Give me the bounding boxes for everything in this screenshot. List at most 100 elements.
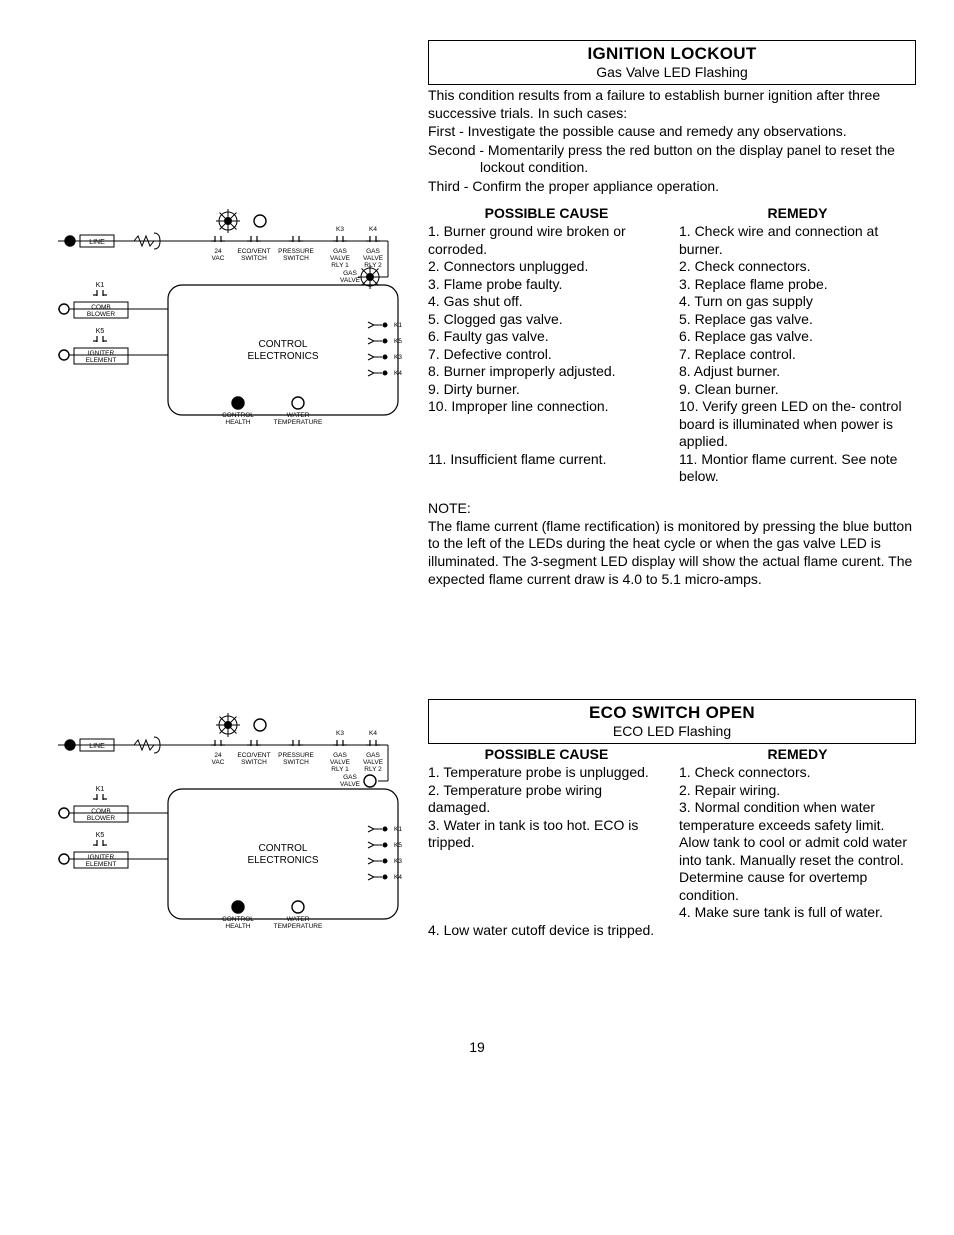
svg-text:24: 24 bbox=[214, 248, 222, 255]
svg-text:VALVE: VALVE bbox=[330, 255, 351, 262]
remedy-column: REMEDY 1. Check connectors. 2. Repair wi… bbox=[679, 746, 916, 939]
cause-item: 1. Burner ground wire broken or corroded… bbox=[428, 223, 665, 258]
svg-text:SWITCH: SWITCH bbox=[283, 255, 309, 262]
cause-item: 1. Temperature probe is unplugged. bbox=[428, 764, 665, 782]
note-section: NOTE: The flame current (flame rectifica… bbox=[428, 500, 916, 590]
svg-text:GAS: GAS bbox=[333, 752, 347, 759]
intro-line: First - Investigate the possible cause a… bbox=[428, 123, 916, 141]
svg-text:K3: K3 bbox=[394, 354, 402, 361]
cause-item: 3. Water in tank is too hot. ECO is trip… bbox=[428, 817, 665, 852]
content-column: ECO SWITCH OPEN ECO LED Flashing POSSIBL… bbox=[428, 699, 916, 939]
svg-text:BLOWER: BLOWER bbox=[87, 815, 115, 822]
svg-text:K1: K1 bbox=[394, 826, 402, 833]
svg-text:K5: K5 bbox=[394, 842, 402, 849]
svg-text:24: 24 bbox=[214, 752, 222, 759]
svg-text:K1: K1 bbox=[394, 322, 402, 329]
svg-text:VALVE: VALVE bbox=[330, 759, 351, 766]
section-subtitle: ECO LED Flashing bbox=[435, 723, 909, 739]
svg-text:PRESSURE: PRESSURE bbox=[278, 248, 314, 255]
svg-text:CONTROL: CONTROL bbox=[222, 412, 254, 419]
section-eco-switch-open: CONTROLELECTRONICSLINE 24VAC ECO/VENTSWI… bbox=[38, 699, 916, 949]
cause-heading: POSSIBLE CAUSE bbox=[428, 205, 665, 221]
remedy-item: 3. Normal condition when water temperatu… bbox=[679, 799, 916, 904]
cause-item: 6. Faulty gas valve. bbox=[428, 328, 665, 346]
svg-text:TEMPERATURE: TEMPERATURE bbox=[274, 923, 323, 929]
svg-text:RLY 1: RLY 1 bbox=[331, 766, 349, 773]
diagram-column: CONTROLELECTRONICSLINE 24VAC ECO/VENTSWI… bbox=[38, 699, 408, 949]
possible-cause-column: POSSIBLE CAUSE 1. Temperature probe is u… bbox=[428, 746, 665, 939]
remedy-item: 4. Turn on gas supply bbox=[679, 293, 916, 311]
svg-text:TEMPERATURE: TEMPERATURE bbox=[274, 419, 323, 425]
svg-text:K3: K3 bbox=[336, 730, 344, 737]
section-ignition-lockout: CONTROLELECTRONICSLINE 24VAC ECO/VENTSWI… bbox=[38, 40, 916, 589]
svg-text:SWITCH: SWITCH bbox=[241, 759, 267, 766]
svg-text:GAS: GAS bbox=[366, 752, 380, 759]
remedy-item: 6. Replace gas valve. bbox=[679, 328, 916, 346]
svg-text:K3: K3 bbox=[336, 226, 344, 233]
page-number: 19 bbox=[38, 1039, 916, 1055]
remedy-item: 9. Clean burner. bbox=[679, 381, 916, 399]
content-column: IGNITION LOCKOUT Gas Valve LED Flashing … bbox=[428, 40, 916, 589]
cause-remedy-columns: POSSIBLE CAUSE 1. Temperature probe is u… bbox=[428, 746, 916, 939]
svg-text:K3: K3 bbox=[394, 858, 402, 865]
svg-text:K4: K4 bbox=[369, 226, 377, 233]
page: CONTROLELECTRONICSLINE 24VAC ECO/VENTSWI… bbox=[38, 40, 916, 949]
section-title-box: IGNITION LOCKOUT Gas Valve LED Flashing bbox=[428, 40, 916, 85]
cause-item: 8. Burner improperly adjusted. bbox=[428, 363, 665, 381]
remedy-item: 3. Replace flame probe. bbox=[679, 276, 916, 294]
cause-heading: POSSIBLE CAUSE bbox=[428, 746, 665, 762]
svg-text:ELEMENT: ELEMENT bbox=[86, 357, 117, 364]
possible-cause-column: POSSIBLE CAUSE 1. Burner ground wire bro… bbox=[428, 205, 665, 486]
remedy-item: 11. Montior flame current. See note belo… bbox=[679, 451, 916, 486]
svg-text:GAS: GAS bbox=[343, 774, 357, 781]
intro-line: Third - Confirm the proper appliance ope… bbox=[428, 178, 916, 196]
cause-item: 2. Connectors unplugged. bbox=[428, 258, 665, 276]
svg-text:LINE: LINE bbox=[89, 743, 105, 750]
intro-line: Second - Momentarily press the red butto… bbox=[428, 142, 916, 177]
control-schematic-2: CONTROLELECTRONICSLINE 24VAC ECO/VENTSWI… bbox=[38, 709, 408, 949]
cause-item: 3. Flame probe faulty. bbox=[428, 276, 665, 294]
svg-text:GAS: GAS bbox=[333, 248, 347, 255]
svg-text:RLY 2: RLY 2 bbox=[364, 262, 382, 269]
note-label: NOTE: bbox=[428, 500, 916, 516]
cause-item bbox=[428, 852, 665, 870]
svg-text:GAS: GAS bbox=[343, 270, 357, 277]
cause-item: 9. Dirty burner. bbox=[428, 381, 665, 399]
svg-text:COMB: COMB bbox=[91, 808, 111, 815]
cause-item: 11. Insufficient flame current. bbox=[428, 451, 665, 469]
svg-text:BLOWER: BLOWER bbox=[87, 311, 115, 318]
svg-text:ELECTRONICS: ELECTRONICS bbox=[247, 855, 318, 866]
remedy-item: 4. Make sure tank is full of water. bbox=[679, 904, 916, 922]
cause-item bbox=[428, 869, 665, 887]
svg-text:VAC: VAC bbox=[212, 255, 225, 262]
svg-text:K4: K4 bbox=[394, 874, 402, 881]
cause-item: 10. Improper line connection. bbox=[428, 398, 665, 416]
remedy-item: 8. Adjust burner. bbox=[679, 363, 916, 381]
remedy-item: 1. Check connectors. bbox=[679, 764, 916, 782]
remedy-item: 2. Repair wiring. bbox=[679, 782, 916, 800]
intro-text: This condition results from a failure to… bbox=[428, 87, 916, 195]
svg-text:CONTROL: CONTROL bbox=[222, 916, 254, 923]
remedy-item: 10. Verify green LED on the- control boa… bbox=[679, 398, 916, 451]
svg-text:IGNITER: IGNITER bbox=[88, 854, 115, 861]
remedy-item: 1. Check wire and connection at burner. bbox=[679, 223, 916, 258]
svg-text:VALVE: VALVE bbox=[363, 759, 384, 766]
svg-text:K5: K5 bbox=[96, 328, 105, 335]
svg-text:K5: K5 bbox=[394, 338, 402, 345]
svg-text:VALVE: VALVE bbox=[340, 781, 361, 788]
svg-text:COMB: COMB bbox=[91, 304, 111, 311]
cause-item: 4. Low water cutoff device is tripped. bbox=[428, 922, 665, 940]
svg-text:RLY 2: RLY 2 bbox=[364, 766, 382, 773]
section-title: IGNITION LOCKOUT bbox=[435, 44, 909, 64]
svg-text:K4: K4 bbox=[369, 730, 377, 737]
cause-item bbox=[428, 904, 665, 922]
svg-text:GAS: GAS bbox=[366, 248, 380, 255]
remedy-item: 5. Replace gas valve. bbox=[679, 311, 916, 329]
svg-text:LINE: LINE bbox=[89, 239, 105, 246]
remedy-item: 2. Check connectors. bbox=[679, 258, 916, 276]
section-subtitle: Gas Valve LED Flashing bbox=[435, 64, 909, 80]
svg-text:K1: K1 bbox=[96, 282, 105, 289]
note-body: The flame current (flame rectification) … bbox=[428, 518, 916, 590]
svg-text:VALVE: VALVE bbox=[340, 277, 361, 284]
svg-text:RLY 1: RLY 1 bbox=[331, 262, 349, 269]
